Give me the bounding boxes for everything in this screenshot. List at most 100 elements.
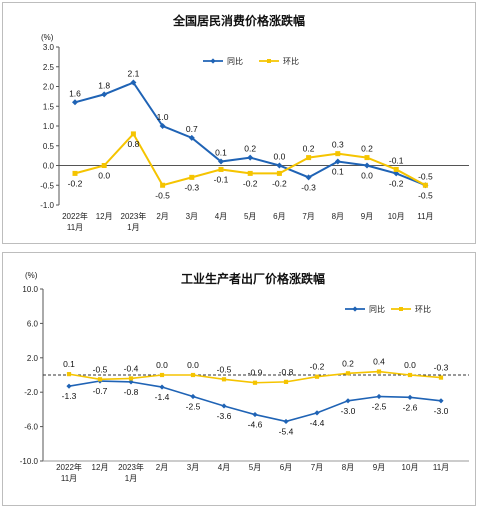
data-point-yoy — [66, 384, 71, 389]
legend-label-mom: 环比 — [283, 56, 299, 66]
data-point-mom — [277, 171, 282, 176]
data-label-mom: -0.2 — [243, 178, 258, 188]
data-point-mom — [423, 183, 428, 188]
data-label-yoy: 0.7 — [186, 124, 198, 134]
y-tick-label: -2.0 — [24, 388, 38, 397]
data-point-mom — [189, 175, 194, 180]
data-point-yoy — [221, 403, 226, 408]
x-tick-label: 2022年 — [56, 462, 82, 472]
data-label-yoy: -4.6 — [248, 420, 263, 430]
data-point-mom — [253, 381, 257, 385]
data-label-mom: -0.1 — [389, 155, 404, 165]
x-tick-label: 12月 — [96, 212, 113, 221]
data-point-mom — [102, 163, 107, 168]
data-point-yoy — [345, 398, 350, 403]
data-point-yoy — [314, 410, 319, 415]
data-label-yoy: 0.0 — [361, 171, 373, 181]
y-tick-label: -0.5 — [40, 181, 54, 190]
x-tick-label: 7月 — [302, 212, 314, 221]
data-point-mom — [131, 131, 136, 136]
data-label-mom: 0.2 — [361, 144, 373, 154]
y-tick-label: 1.5 — [43, 102, 55, 111]
data-point-mom — [219, 167, 224, 172]
x-tick-label: 8月 — [342, 463, 354, 472]
data-label-yoy: 1.8 — [98, 80, 110, 90]
legend-marker-yoy — [352, 306, 357, 311]
x-tick-label: 2023年 — [118, 462, 144, 472]
data-label-mom: 0.4 — [373, 357, 385, 367]
data-label-yoy: 2.1 — [127, 69, 139, 79]
cpi-chart-panel: 全国居民消费价格涨跌幅 (%) 3.0 2.5 2.0 1.5 1.0 0.5 0.0 -0.… — [2, 2, 476, 244]
data-label-yoy: -0.3 — [301, 182, 316, 192]
y-tick-label: 3.0 — [43, 43, 55, 52]
ppi-y-unit: (%) — [25, 271, 38, 280]
data-label-mom: -0.4 — [124, 363, 139, 373]
data-label-yoy: -5.4 — [279, 426, 294, 436]
x-tick-label: 3月 — [187, 463, 199, 472]
data-point-mom — [315, 375, 319, 379]
data-label-yoy: -4.4 — [310, 418, 325, 428]
data-label-mom: 0.0 — [98, 171, 110, 181]
data-label-yoy: -0.2 — [389, 178, 404, 188]
data-label-yoy: 1.0 — [157, 112, 169, 122]
x-tick-label: 6月 — [273, 212, 285, 221]
data-label-mom: -0.5 — [93, 364, 108, 374]
cpi-chart: 全国居民消费价格涨跌幅 (%) 3.0 2.5 2.0 1.5 1.0 0.5 0.0 -0.… — [3, 3, 475, 243]
data-point-mom — [346, 371, 350, 375]
x-tick-label: 4月 — [218, 463, 230, 472]
x-tick-label: 5月 — [244, 212, 256, 221]
data-label-yoy: 0.2 — [244, 144, 256, 154]
x-tick-label: 3月 — [186, 212, 198, 221]
x-tick-label: 11月 — [417, 212, 433, 221]
data-label-yoy: 1.6 — [69, 88, 81, 98]
data-label-yoy: -0.8 — [124, 387, 139, 397]
cpi-chart-title: 全国居民消费价格涨跌幅 — [172, 13, 305, 28]
x-tick-label: 8月 — [332, 212, 344, 221]
y-tick-label: -10.0 — [20, 457, 39, 466]
x-tick-label: 6月 — [280, 463, 292, 472]
data-point-mom — [365, 155, 370, 160]
data-label-mom: 0.8 — [127, 139, 139, 149]
ppi-chart-panel: 工业生产者出厂价格涨跌幅 (%) 10.0 6.0 2.0 -2.0 -6.0 -10.0… — [2, 252, 476, 506]
data-point-mom — [222, 377, 226, 381]
legend-label-yoy: 同比 — [227, 56, 243, 66]
data-point-mom — [73, 171, 78, 176]
data-label-mom: 0.0 — [404, 360, 416, 370]
data-label-yoy: -0.7 — [93, 386, 108, 396]
data-label-mom: 0.2 — [342, 358, 354, 368]
data-point-yoy — [101, 91, 107, 97]
y-tick-label: 0.5 — [43, 142, 55, 151]
data-point-mom — [67, 372, 71, 376]
data-label-mom: -0.5 — [155, 190, 170, 200]
data-label-mom: -0.9 — [248, 368, 263, 378]
data-point-mom — [98, 377, 102, 381]
data-point-mom — [129, 376, 133, 380]
cpi-y-unit: (%) — [41, 33, 54, 42]
x-tick-label: 2022年 — [62, 211, 88, 221]
data-label-mom: -0.3 — [184, 182, 199, 192]
data-label-mom: 0.0 — [156, 360, 168, 370]
data-label-mom: 0.0 — [187, 360, 199, 370]
x-tick-label: 11月 — [433, 463, 449, 472]
data-point-mom — [377, 369, 381, 373]
data-label-yoy: 0.0 — [273, 152, 285, 162]
data-label-mom: -0.3 — [434, 363, 449, 373]
x-tick-label: 2023年 — [121, 211, 147, 221]
x-tick-label: 7月 — [311, 463, 323, 472]
data-point-mom — [160, 373, 164, 377]
x-tick-label: 5月 — [249, 463, 261, 472]
x-tick-label: 1月 — [125, 474, 137, 483]
legend-marker-yoy — [210, 58, 215, 63]
data-point-mom — [248, 171, 253, 176]
data-label-mom: -0.1 — [214, 174, 229, 184]
data-label-mom: -0.5 — [217, 364, 232, 374]
x-tick-label: 2月 — [156, 212, 168, 221]
y-tick-label: 6.0 — [27, 319, 39, 328]
data-point-yoy — [159, 384, 164, 389]
x-tick-label: 2月 — [156, 463, 168, 472]
data-label-yoy: 0.1 — [215, 148, 227, 158]
legend-label-mom: 环比 — [415, 304, 431, 314]
x-tick-label: 4月 — [215, 212, 227, 221]
data-label-yoy: 0.1 — [332, 167, 344, 177]
x-tick-label: 11月 — [67, 223, 83, 232]
